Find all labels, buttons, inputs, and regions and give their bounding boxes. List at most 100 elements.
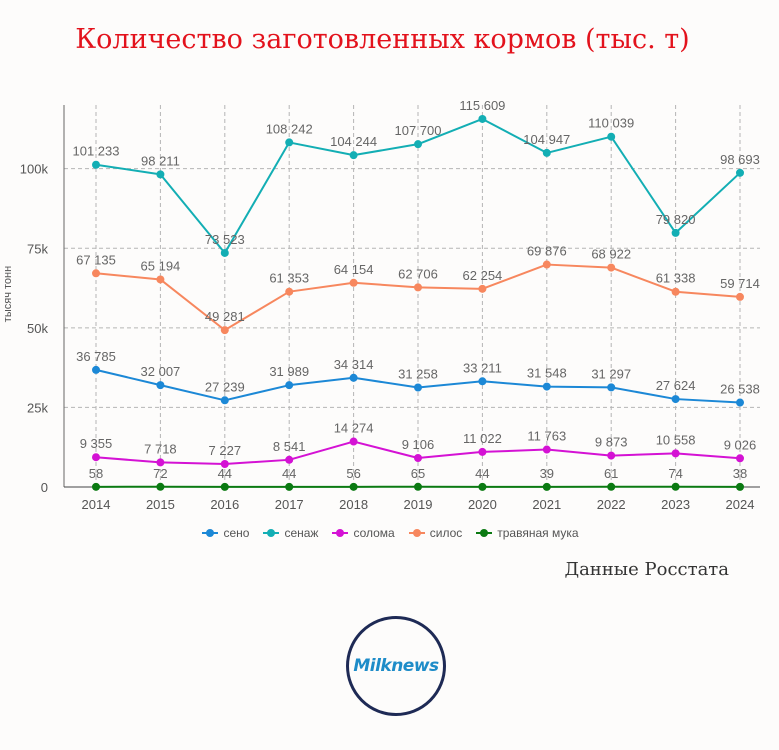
data-point [156,482,165,491]
y-tick-label: 0 [41,480,48,495]
data-point [478,377,487,386]
legend-label: травяная мука [497,526,579,540]
source-note: Данные Росстата [564,559,729,580]
data-point [414,482,422,491]
y-tick-label: 50k [27,321,48,336]
y-tick-label: 25k [27,400,48,415]
data-point [220,248,229,257]
data-point [349,437,358,446]
data-point [220,326,229,335]
data-label: 44 [282,466,296,481]
data-label: 7 227 [209,443,242,458]
data-label: 107 700 [395,123,442,138]
legend: сено сенаж солома силос травяная мука [0,526,779,540]
data-label: 39 [540,466,554,481]
data-label: 101 233 [73,144,120,159]
y-axis-title: тысяч тонн [2,266,14,322]
data-point [156,458,165,467]
data-label: 62 254 [463,268,503,283]
x-tick-label: 2016 [210,497,239,512]
data-point [156,275,165,284]
data-label: 31 258 [398,366,438,381]
data-point [220,459,229,468]
data-point [285,287,294,296]
data-label: 10 558 [656,432,696,447]
legend-swatch [263,528,280,538]
data-label: 44 [218,466,232,481]
data-label: 98 211 [141,153,180,168]
x-tick-label: 2024 [726,497,755,512]
data-point [92,365,100,374]
data-label: 8 541 [273,439,306,454]
data-point [736,292,744,301]
data-label: 32 007 [141,364,181,379]
legend-item[interactable]: травяная мука [476,526,579,540]
legend-item[interactable]: сено [202,526,249,540]
data-point [671,287,680,296]
data-label: 26 538 [720,382,760,397]
legend-swatch [332,528,349,538]
data-label: 59 714 [720,276,760,291]
data-label: 108 242 [266,121,313,136]
data-label: 38 [733,466,747,481]
data-label: 74 [668,466,682,481]
data-point [736,398,744,407]
data-label: 31 548 [527,366,567,381]
legend-swatch [408,528,425,538]
data-point [607,383,616,392]
data-label: 36 785 [76,349,116,364]
series-layer [92,114,744,491]
data-label: 61 353 [269,271,309,286]
data-point [607,132,616,141]
data-labels-layer: 36 785 32 007 27 239 31 989 34 314 31 258 33 2… [73,98,760,481]
data-point [349,278,358,287]
data-point [542,260,551,269]
legend-label: сено [223,526,250,540]
data-label: 68 922 [591,247,631,262]
data-label: 44 [475,466,489,481]
data-label: 104 947 [523,132,570,147]
data-point [285,138,294,147]
data-label: 27 624 [656,378,696,393]
axes: 0 25k 50k 75k 100k 2014 2015 2016 2017 2018 2019 20… [2,105,760,512]
data-point [607,482,616,491]
data-label: 65 [411,466,425,481]
data-point [414,283,422,292]
data-label: 34 314 [334,357,374,372]
data-label: 104 244 [330,134,377,149]
data-label: 110 039 [588,116,634,131]
data-label: 61 338 [656,271,696,286]
legend-label: силос [429,526,463,540]
x-tick-label: 2017 [275,497,304,512]
data-label: 9 873 [595,435,628,450]
data-label: 98 693 [720,152,760,167]
data-point [736,454,744,463]
x-tick-label: 2020 [468,497,497,512]
data-label: 11 022 [463,431,502,446]
data-label: 33 211 [463,360,502,375]
line-chart: 0 25k 50k 75k 100k 2014 2015 2016 2017 2018 2019 20… [2,98,760,512]
data-point [736,168,744,177]
y-tick-label: 75k [27,241,48,256]
legend-item[interactable]: солома [332,526,395,540]
data-point [671,395,680,404]
data-point [478,447,487,456]
data-label: 64 154 [334,262,374,277]
data-point [220,396,229,405]
data-point [478,482,487,491]
data-point [92,453,100,462]
x-tick-label: 2018 [339,497,368,512]
data-label: 67 135 [76,252,116,267]
data-point [414,383,422,392]
data-point [736,482,744,491]
data-point [542,148,551,157]
x-tick-label: 2021 [532,497,561,512]
legend-item[interactable]: сенаж [263,526,318,540]
data-label: 65 194 [141,258,181,273]
data-label: 9 355 [80,436,113,451]
milknews-logo: Milknews [346,616,446,716]
legend-item[interactable]: силос [408,526,463,540]
data-point [542,445,551,454]
data-point [285,482,294,491]
data-label: 79 820 [656,212,696,227]
